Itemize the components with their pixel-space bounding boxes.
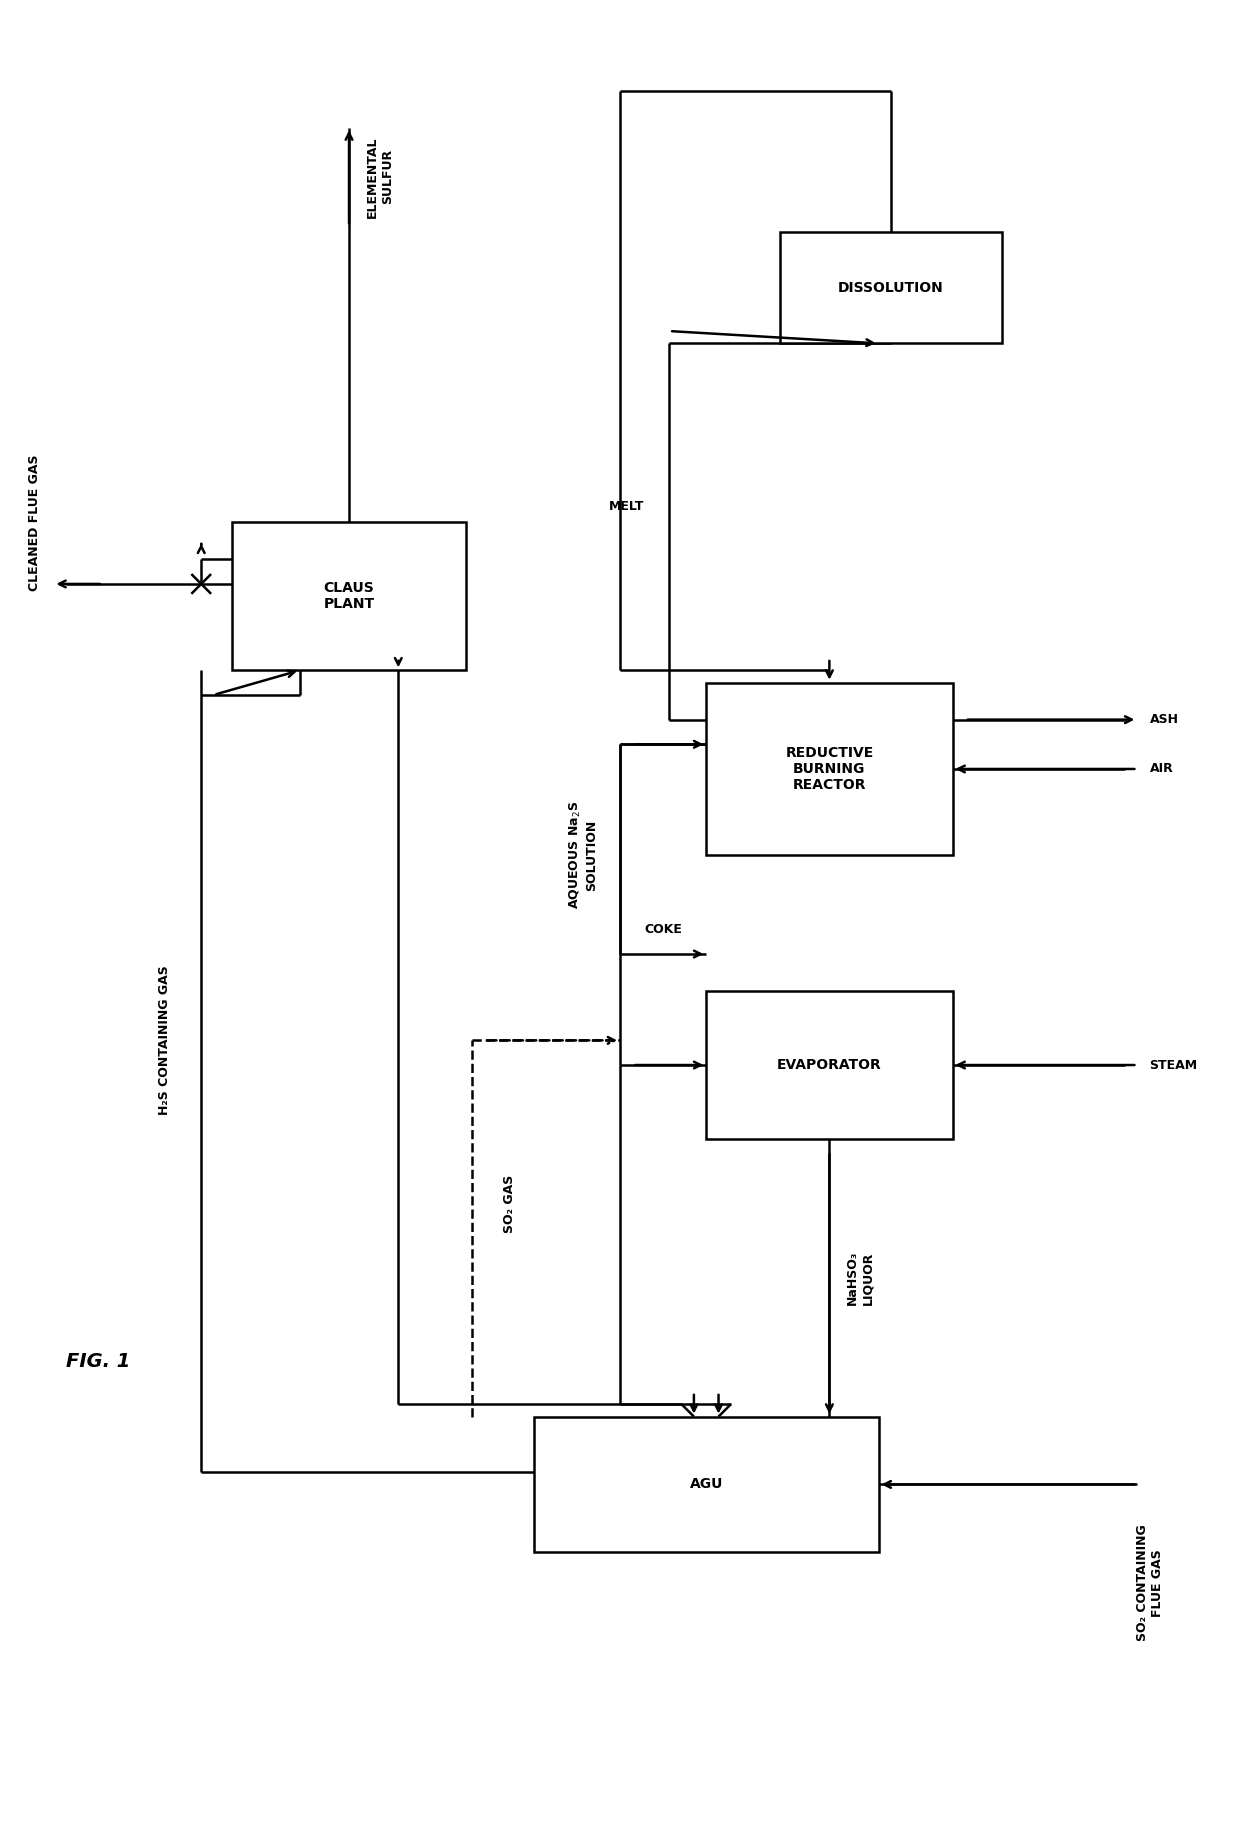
Text: NaHSO₃
LIQUOR: NaHSO₃ LIQUOR	[846, 1251, 874, 1306]
Text: AGU: AGU	[689, 1478, 723, 1491]
Text: EVAPORATOR: EVAPORATOR	[777, 1058, 882, 1073]
Text: AQUEOUS Na$_2$S
SOLUTION: AQUEOUS Na$_2$S SOLUTION	[568, 801, 598, 910]
FancyBboxPatch shape	[232, 523, 466, 669]
Text: ELEMENTAL
SULFUR: ELEMENTAL SULFUR	[366, 136, 394, 218]
Text: CLEANED FLUE GAS: CLEANED FLUE GAS	[29, 455, 41, 591]
Text: SO₂ CONTAINING
FLUE GAS: SO₂ CONTAINING FLUE GAS	[1136, 1524, 1163, 1641]
Text: H₂S CONTAINING GAS: H₂S CONTAINING GAS	[157, 965, 171, 1115]
Text: DISSOLUTION: DISSOLUTION	[838, 281, 944, 295]
Text: SO₂ GAS: SO₂ GAS	[502, 1176, 516, 1232]
Text: AIR: AIR	[1149, 763, 1173, 776]
FancyBboxPatch shape	[533, 1416, 879, 1552]
Text: FIG. 1: FIG. 1	[66, 1352, 130, 1370]
FancyBboxPatch shape	[707, 990, 952, 1139]
Text: STEAM: STEAM	[1149, 1058, 1198, 1071]
Text: CLAUS
PLANT: CLAUS PLANT	[324, 581, 374, 611]
Text: MELT: MELT	[609, 501, 645, 514]
FancyBboxPatch shape	[780, 233, 1002, 343]
Text: COKE: COKE	[644, 923, 682, 935]
FancyBboxPatch shape	[707, 682, 952, 855]
Text: ASH: ASH	[1149, 713, 1178, 726]
Text: REDUCTIVE
BURNING
REACTOR: REDUCTIVE BURNING REACTOR	[785, 746, 873, 792]
